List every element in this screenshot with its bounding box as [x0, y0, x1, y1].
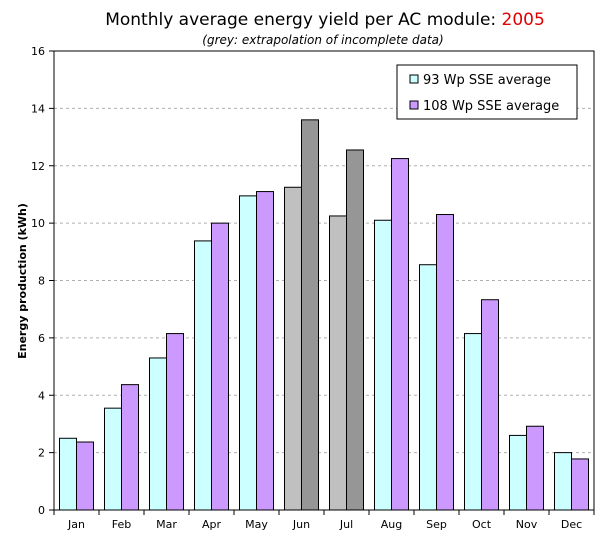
chart-title-year: 2005: [502, 10, 545, 30]
bar-aug-series2: [391, 158, 409, 511]
bar-jul-series2: [346, 149, 364, 511]
y-tick-label: 8: [38, 275, 45, 288]
chart-subtitle: (grey: extrapolation of incomplete data): [202, 33, 443, 47]
y-tick-label: 6: [38, 332, 45, 345]
bar-jun-series2: [301, 119, 319, 511]
bars: [59, 119, 589, 511]
bar-may-series2: [256, 191, 274, 511]
bar-sep-series1: [419, 264, 437, 511]
bar-jan-series2: [76, 441, 94, 511]
bar-dec-series2: [571, 458, 589, 511]
y-tick-label: 10: [31, 217, 45, 230]
bar-aug-series1: [374, 219, 392, 511]
bar-jul-series1: [329, 215, 347, 511]
y-tick-label: 12: [31, 160, 45, 173]
bar-feb-series1: [104, 407, 122, 511]
legend-label-108wp: 108 Wp SSE average: [423, 99, 559, 114]
y-axis-label: Energy production (kWh): [16, 203, 29, 359]
x-tick-label: Feb: [112, 518, 131, 531]
bar-sep-series2: [436, 214, 454, 511]
x-tick-label: Nov: [516, 518, 538, 531]
x-tick-label: May: [245, 518, 268, 531]
chart-title-text: Monthly average energy yield per AC modu…: [105, 10, 501, 30]
bar-dec-series1: [554, 452, 572, 511]
x-tick-label: Dec: [561, 518, 582, 531]
x-tick-label: Mar: [156, 518, 177, 531]
bar-feb-series2: [121, 384, 139, 511]
y-tick-label: 2: [38, 447, 45, 460]
y-tick-label: 4: [38, 389, 45, 402]
bar-nov-series2: [526, 425, 544, 511]
x-tick-label: Sep: [426, 518, 447, 531]
bar-apr-series1: [194, 240, 212, 511]
legend-swatch-108wp: [409, 100, 419, 110]
bar-oct-series1: [464, 333, 482, 511]
legend-swatch-93wp: [409, 74, 419, 84]
y-tick-label: 16: [31, 45, 45, 58]
axes: 0 2 4 6 8 10 12 14 16 Jan Feb Mar Apr May Jun Jul Aug Sep…: [31, 45, 595, 531]
bar-apr-series2: [211, 222, 229, 511]
x-tick-label: Jun: [292, 518, 310, 531]
bar-mar-series2: [166, 333, 184, 511]
y-tick-label: 0: [38, 504, 45, 517]
bar-jan-series1: [59, 437, 77, 511]
x-tick-label: Oct: [472, 518, 492, 531]
legend-box: [396, 64, 578, 120]
x-tick-label: Aug: [381, 518, 402, 531]
y-tick-label: 14: [31, 102, 45, 115]
x-tick-label: Jul: [339, 518, 353, 531]
legend-label-93wp: 93 Wp SSE average: [423, 73, 551, 88]
x-tick-label: Apr: [202, 518, 222, 531]
bar-jun-series1: [284, 186, 302, 511]
x-tick-label: Jan: [67, 518, 85, 531]
bar-oct-series2: [481, 299, 499, 511]
bar-may-series1: [239, 195, 257, 511]
gridlines: [54, 107, 594, 454]
bar-mar-series1: [149, 357, 167, 511]
legend: 93 Wp SSE average 108 Wp SSE average: [396, 64, 578, 120]
chart-title: Monthly average energy yield per AC modu…: [105, 10, 545, 30]
bar-nov-series1: [509, 434, 527, 511]
